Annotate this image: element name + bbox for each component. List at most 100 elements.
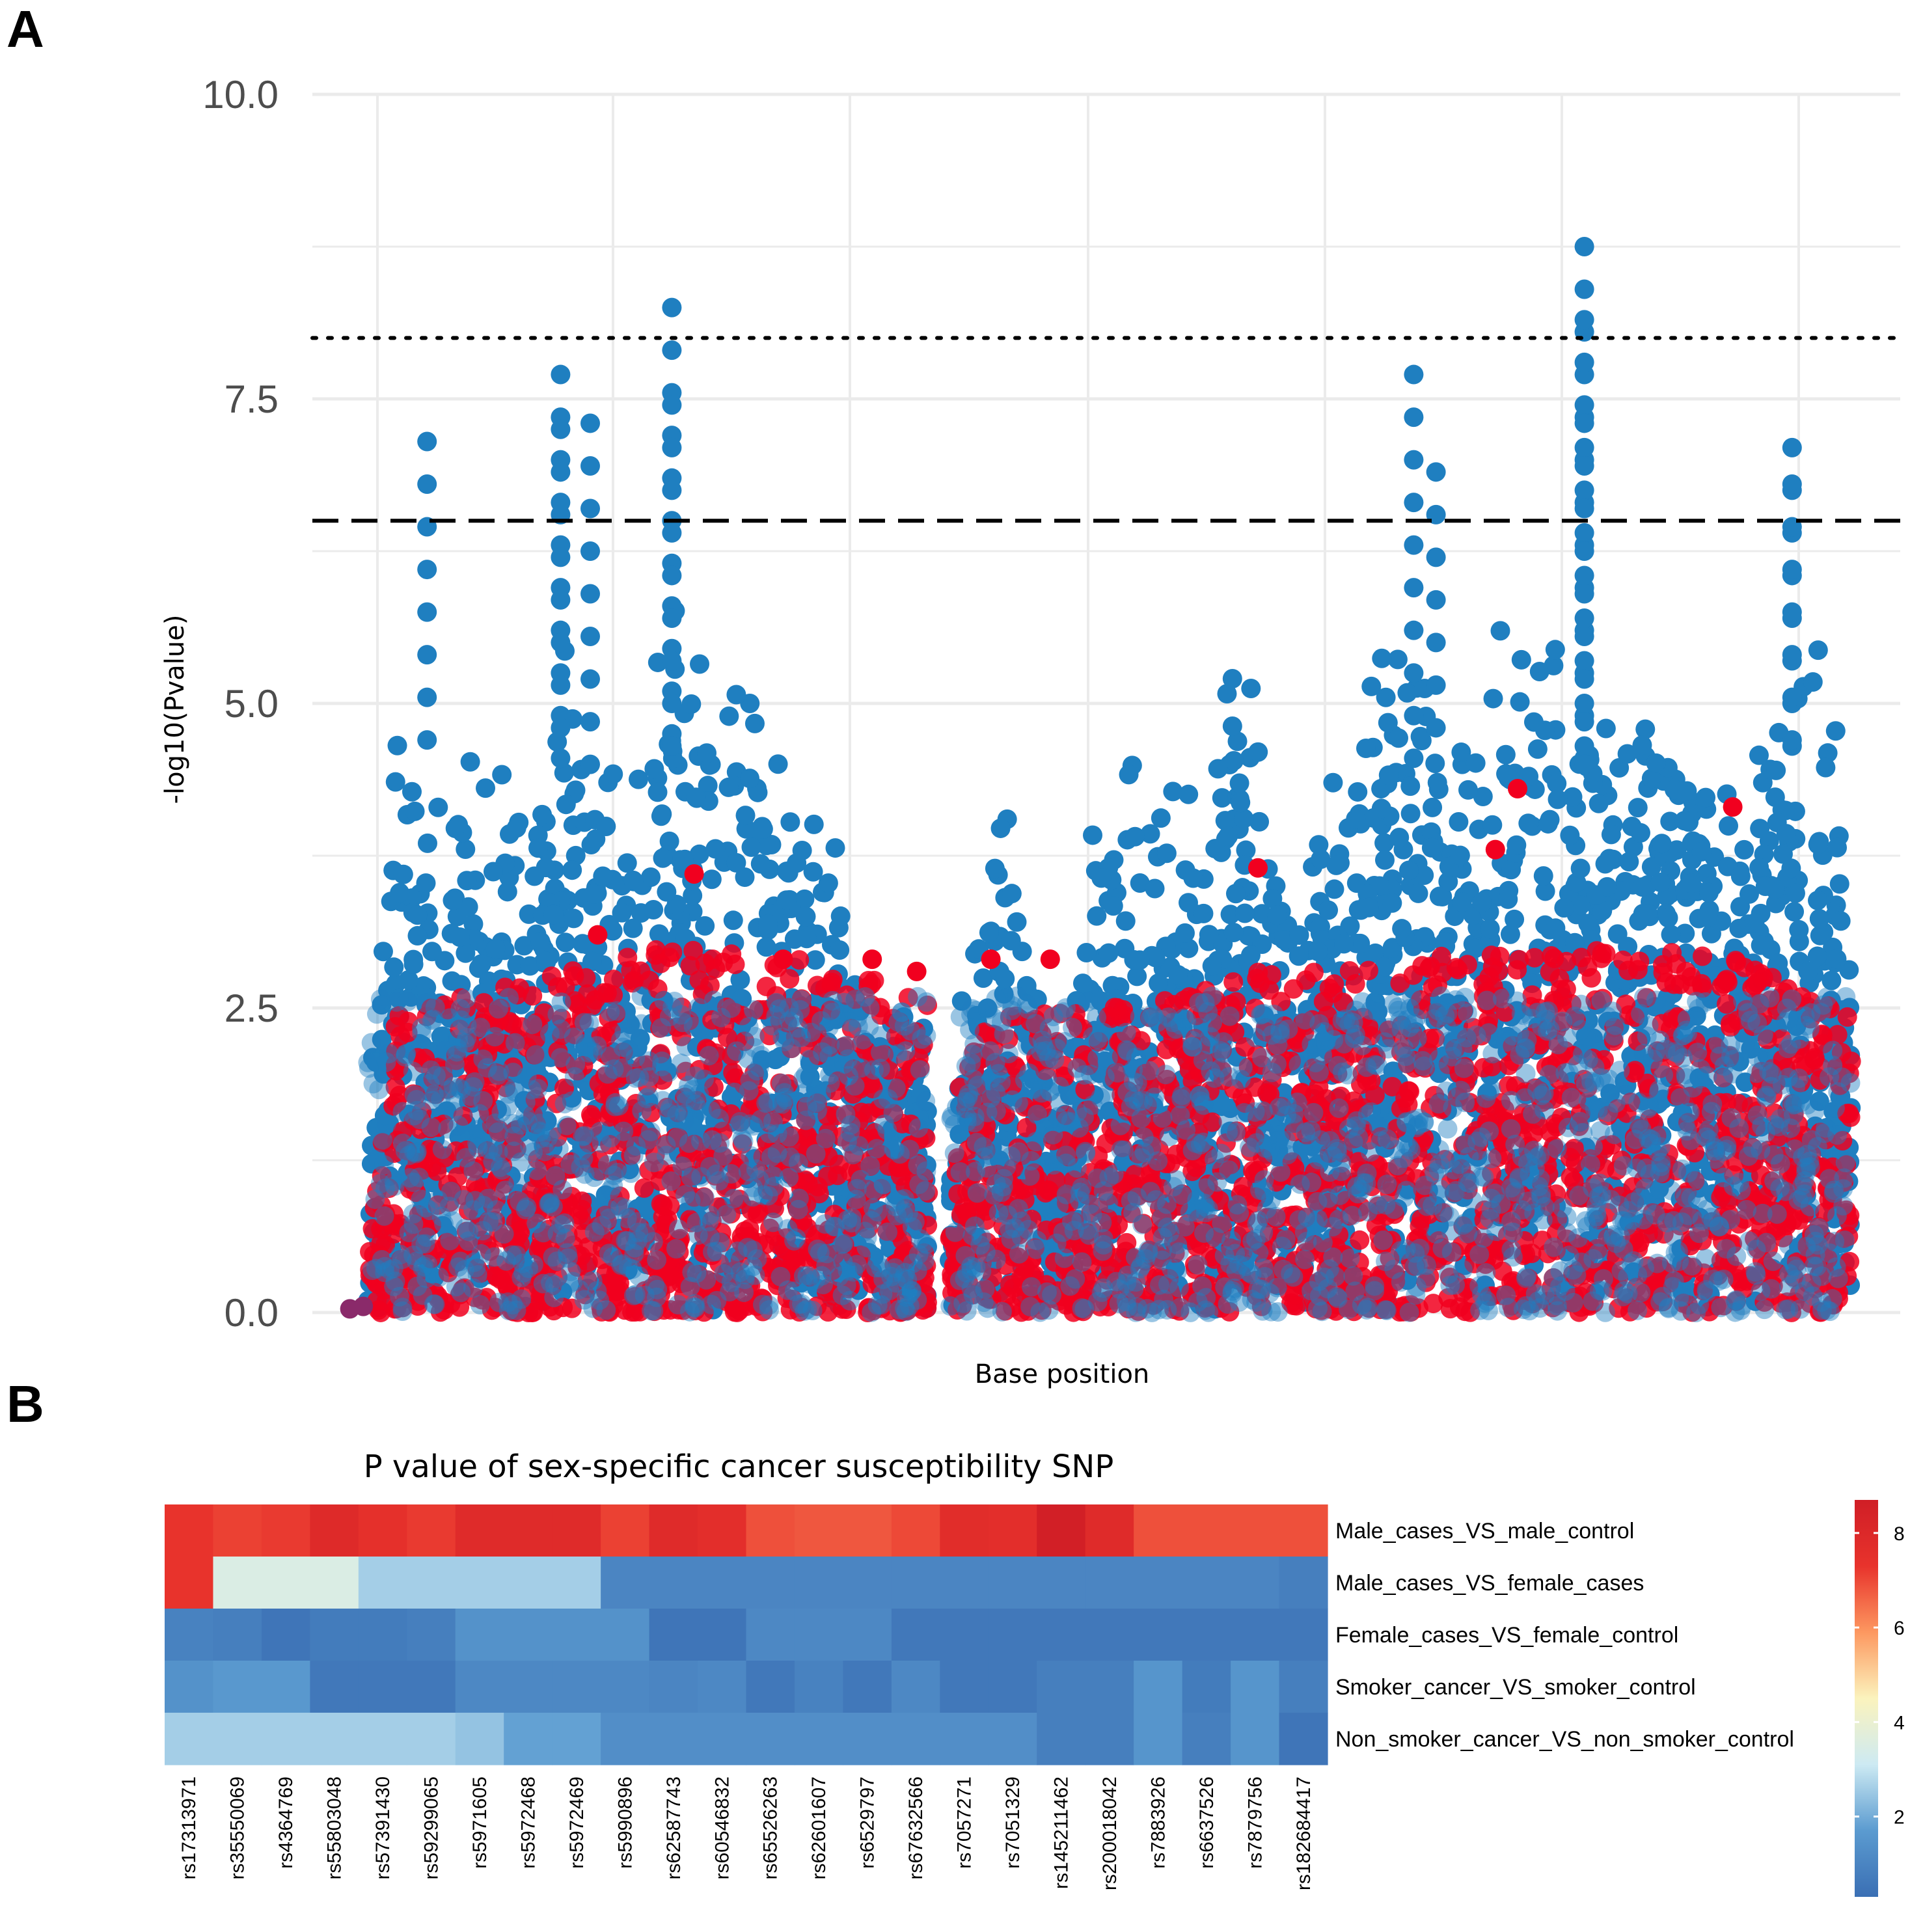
snp-point-red [725, 955, 745, 975]
snp-point-blue [1215, 811, 1235, 831]
snp-point-blue [1548, 789, 1568, 810]
snp-point-blue [1664, 780, 1684, 800]
snp-point-blue [648, 782, 668, 802]
snp-point-blue [649, 924, 669, 944]
snp-point-blue [1719, 816, 1739, 836]
snp-point-blue [1674, 811, 1695, 831]
snp-point-blue [644, 899, 664, 919]
snp-point-blue [1427, 772, 1447, 793]
snp-point-red [1837, 1007, 1857, 1027]
snp-point-blue [1374, 850, 1395, 870]
snp-point-blue [744, 713, 765, 733]
snp-point-blue [596, 817, 616, 837]
snp-point-blue [1175, 923, 1195, 943]
manhattan-y-ticks: 0.02.55.07.510.0 [202, 73, 279, 1335]
snp-point-blue [1632, 735, 1652, 755]
snp-point-blue [718, 777, 739, 797]
snp-point-blue [949, 1124, 970, 1145]
snp-point-blue [1372, 648, 1392, 668]
snp-point-blue [1220, 905, 1240, 925]
snp-point-blue [739, 769, 759, 789]
snp-point-blue [386, 973, 406, 994]
snp-point-blue [463, 914, 484, 934]
snp-point-blue [776, 890, 797, 910]
snp-point-blue [1701, 923, 1721, 944]
snp-point-blue [1311, 849, 1331, 869]
snp-point-blue [1423, 797, 1443, 817]
snp-point-blue [1289, 925, 1309, 946]
snp-point-blue [387, 735, 407, 755]
snp-point-blue [1400, 776, 1421, 796]
snp-point-blue [1179, 938, 1199, 959]
snp-point-blue [1601, 824, 1621, 845]
snp-point-blue [1421, 837, 1441, 858]
snp-point-blue [1600, 1083, 1620, 1104]
snp-point-blue [384, 957, 404, 977]
snp-point-blue [492, 765, 512, 785]
snp-point-blue [1523, 712, 1544, 732]
y-tick-label: 2.5 [225, 986, 279, 1030]
snp-point-blue [1510, 692, 1530, 712]
snp-point-blue [652, 804, 672, 824]
snp-point-blue [800, 1067, 820, 1087]
snp-point-blue [564, 908, 584, 929]
snp-point-red [1670, 974, 1690, 994]
snp-point-blue [1554, 898, 1574, 918]
snp-point-red [564, 966, 584, 986]
snp-point-blue [1482, 815, 1503, 835]
snp-point-blue [1473, 787, 1493, 807]
snp-point-blue [1359, 897, 1379, 918]
snp-point-blue [1505, 909, 1525, 929]
snp-point-blue [593, 866, 613, 886]
snp-point-blue [719, 706, 739, 726]
snp-point-blue [1699, 882, 1719, 903]
snp-point-blue [603, 764, 623, 784]
snp-point-blue [1217, 684, 1237, 704]
snp-point-blue [422, 942, 442, 962]
snp-point-blue [1248, 742, 1268, 762]
snp-point-blue [555, 932, 575, 953]
snp-point-blue [1660, 811, 1680, 832]
snp-point-blue [456, 943, 476, 963]
snp-point-blue [1125, 826, 1145, 847]
snp-point-blue [780, 812, 800, 832]
snp-point-blue [1388, 728, 1408, 748]
snp-point-blue [653, 848, 673, 868]
snp-point-blue [471, 954, 491, 974]
snp-point-red [1412, 956, 1432, 976]
snp-point-blue [1808, 890, 1828, 910]
snp-point-blue [483, 862, 503, 882]
snp-point-blue [683, 886, 703, 906]
snp-point-blue [1535, 881, 1555, 901]
snp-point-blue [1274, 930, 1294, 950]
snp-point-blue [1314, 1029, 1334, 1050]
snp-point-blue [1458, 780, 1479, 800]
snp-point-blue [1397, 683, 1417, 703]
snp-point-blue [1589, 793, 1609, 813]
snp-point-blue [1808, 640, 1828, 660]
snp-point-blue [1235, 903, 1255, 923]
snp-point-blue [407, 905, 428, 925]
snp-point-red [1693, 946, 1713, 966]
snp-point-blue [1798, 961, 1818, 981]
snp-point-blue [1326, 855, 1346, 875]
snp-point-red [1571, 947, 1591, 968]
snp-point-blue [464, 929, 484, 949]
snp-point-blue [1652, 834, 1672, 854]
snp-point-blue [1324, 879, 1344, 899]
snp-point-blue [1529, 662, 1549, 682]
snp-point-blue [657, 882, 677, 902]
snp-point-blue [1376, 687, 1396, 707]
snp-point-red [1762, 968, 1782, 988]
snp-point-blue [979, 923, 999, 943]
snp-point-blue [1236, 840, 1256, 860]
snp-point-blue [644, 759, 664, 779]
snp-point-blue [702, 869, 722, 890]
snp-point-blue [1231, 793, 1251, 813]
snp-point-blue [750, 854, 771, 874]
snp-point-blue [1083, 825, 1103, 845]
snp-point-blue [795, 906, 815, 927]
snp-point-blue [1371, 798, 1391, 819]
snp-point-red [1350, 1230, 1370, 1250]
snp-point-blue [1785, 883, 1805, 903]
